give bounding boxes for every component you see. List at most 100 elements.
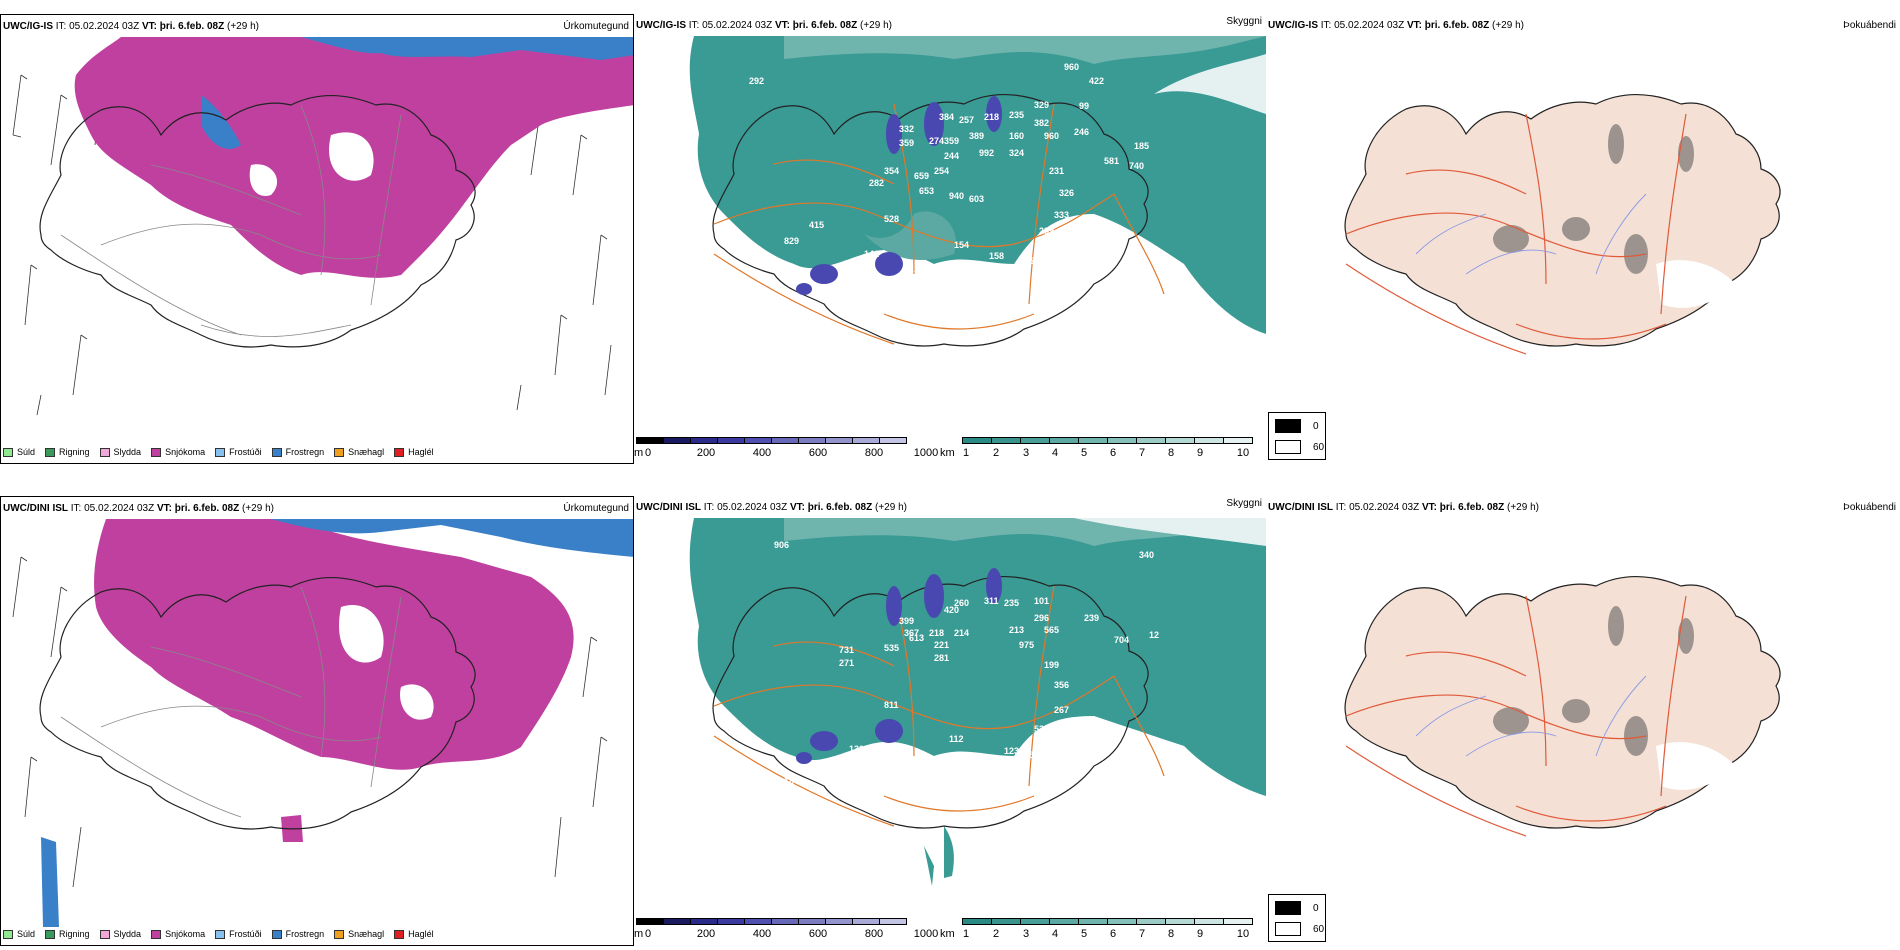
- legend-item: Súld: [3, 929, 35, 939]
- visibility-map: 906340399420260 311 235 101367296 239613 218 2…: [634, 496, 1266, 946]
- elevation-label: 960: [1044, 131, 1059, 141]
- elevation-label: 359: [944, 136, 959, 146]
- precip-legend: Súld Rigning Slydda Snjókoma Frostúði Fr…: [3, 929, 434, 939]
- elevation-label: 291: [1054, 254, 1069, 264]
- visibility-map: 292960422332359384 257 218 235329 9924618538…: [634, 14, 1266, 464]
- legend-swatch: [394, 930, 404, 939]
- visibility-unit: km: [940, 447, 955, 459]
- elevation-label: 992: [979, 148, 994, 158]
- elevation-unit: m: [634, 447, 643, 459]
- legend-item: Haglél: [394, 447, 434, 457]
- elevation-label: 218: [929, 628, 944, 638]
- elevation-label: 356: [1054, 680, 1069, 690]
- elevation-label: 315: [1019, 256, 1034, 266]
- elevation-label: 359: [899, 138, 914, 148]
- visibility-unit: km: [940, 928, 955, 940]
- elevation-label: 34: [914, 886, 924, 896]
- elevation-label: 213: [1009, 625, 1024, 635]
- elevation-label: 267: [1054, 705, 1069, 715]
- elevation-label: 535: [884, 643, 899, 653]
- elevation-label: 653: [919, 186, 934, 196]
- legend-swatch: [272, 448, 282, 457]
- elevation-label: 185: [1134, 141, 1149, 151]
- elevation-label: 271: [839, 658, 854, 668]
- legend-swatch: [215, 930, 225, 939]
- elevation-label: 332: [899, 124, 914, 134]
- elevation-label: 940: [949, 191, 964, 201]
- elevation-label: 274: [929, 136, 944, 146]
- precip-panel-row2: UWC/DINI ISL IT: 05.02.2024 03Z VT: þri.…: [0, 496, 634, 946]
- visibility-colorbar: [962, 437, 1252, 444]
- elevation-colorbar: [636, 437, 906, 444]
- legend-item: Snjókoma: [151, 929, 205, 939]
- legend-item: Snæhagl: [334, 929, 384, 939]
- elevation-label: 244: [944, 151, 959, 161]
- elevation-label: 613: [909, 633, 924, 643]
- elevation-label: 208: [1059, 748, 1074, 758]
- legend-item: Frostregn: [272, 447, 325, 457]
- fog-map: [1266, 14, 1900, 464]
- elevation-label: 130: [849, 744, 864, 754]
- elevation-label: 123: [1004, 746, 1019, 756]
- visibility-panel-row1: UWC/IG-IS IT: 05.02.2024 03Z VT: þri. 6.…: [634, 14, 1266, 464]
- elevation-label: 12: [1149, 630, 1159, 640]
- legend-item: Snæhagl: [334, 447, 384, 457]
- fog-legend: 0 60: [1268, 412, 1326, 460]
- legend-swatch: [394, 448, 404, 457]
- elevation-label: 382: [1034, 118, 1049, 128]
- elevation-label: 112: [949, 734, 964, 744]
- elevation-label: 399: [899, 616, 914, 626]
- precip-legend: Súld Rigning Slydda Snjókoma Frostúði Fr…: [3, 447, 434, 457]
- legend-swatch: [3, 930, 13, 939]
- elevation-label: 158: [989, 251, 1004, 261]
- legend-item: Slydda: [100, 929, 142, 939]
- elevation-label: 731: [839, 645, 854, 655]
- elevation-label: 101: [1034, 596, 1049, 606]
- elevation-label: 257: [959, 115, 974, 125]
- precip-map: [1, 15, 634, 464]
- legend-swatch: [3, 448, 13, 457]
- legend-item: Súld: [3, 447, 35, 457]
- elevation-label: 134: [834, 759, 849, 769]
- elevation-label: 603: [969, 194, 984, 204]
- elevation-label: 141: [864, 249, 879, 259]
- elevation-label: 704: [1114, 635, 1129, 645]
- elevation-label: 384: [939, 112, 954, 122]
- elevation-label: 329: [1034, 100, 1049, 110]
- elevation-label: 659: [914, 171, 929, 181]
- fog-panel-row1: UWC/IG-IS IT: 05.02.2024 03Z VT: þri. 6.…: [1266, 14, 1900, 464]
- legend-item: Rigning: [45, 447, 90, 457]
- legend-item: Frostregn: [272, 929, 325, 939]
- elevation-label: 565: [1044, 625, 1059, 635]
- legend-swatch: [45, 448, 55, 457]
- legend-swatch: [151, 448, 161, 457]
- elevation-label: 581: [1104, 156, 1119, 166]
- elevation-label: 160: [924, 760, 939, 770]
- legend-swatch: [45, 930, 55, 939]
- elevation-label: 740: [1129, 161, 1144, 171]
- elevation-label: 326: [1059, 188, 1074, 198]
- legend-swatch: [215, 448, 225, 457]
- elevation-label: 18: [784, 776, 794, 786]
- elevation-label: 221: [934, 640, 949, 650]
- elevation-label: 231: [1049, 166, 1064, 176]
- elevation-label: 354: [884, 166, 899, 176]
- legend-swatch: [334, 930, 344, 939]
- elevation-label: 246: [1074, 127, 1089, 137]
- fog-map: [1266, 496, 1900, 946]
- elevation-label: 333: [1054, 210, 1069, 220]
- elevation-unit: m: [634, 928, 643, 940]
- legend-item: Snjókoma: [151, 447, 205, 457]
- elevation-label: 975: [1019, 640, 1034, 650]
- legend-item: Rigning: [45, 929, 90, 939]
- legend-item: Haglél: [394, 929, 434, 939]
- elevation-label: 310: [849, 271, 864, 281]
- legend-swatch: [151, 930, 161, 939]
- elevation-label: 235: [1004, 598, 1019, 608]
- elevation-label: 254: [934, 166, 949, 176]
- elevation-label: 960: [1064, 62, 1079, 72]
- fog-panel-row2: UWC/DINI ISL IT: 05.02.2024 03Z VT: þri.…: [1266, 496, 1900, 946]
- elevation-label: 281: [934, 653, 949, 663]
- visibility-panel-row2: UWC/DINI ISL IT: 05.02.2024 03Z VT: þri.…: [634, 496, 1266, 946]
- elevation-label: 422: [1089, 76, 1104, 86]
